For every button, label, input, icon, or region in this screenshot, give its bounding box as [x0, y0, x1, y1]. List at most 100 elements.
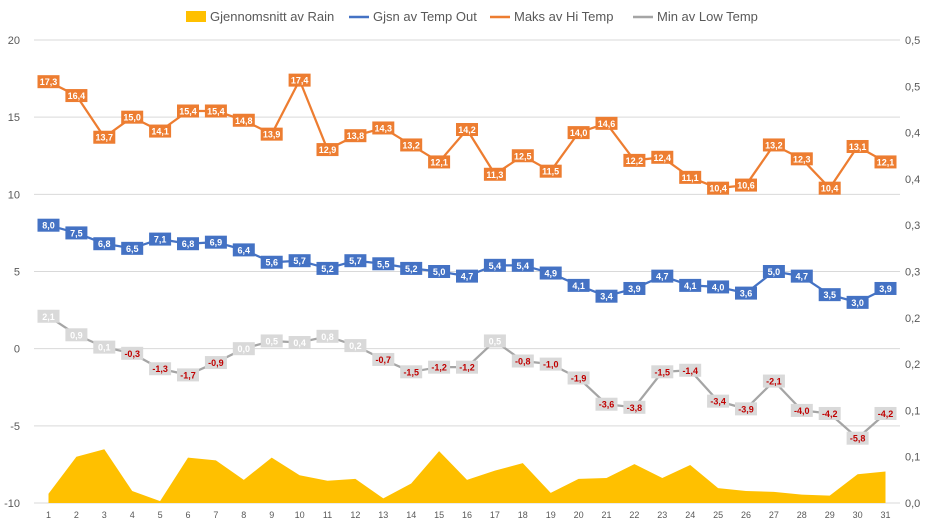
data-label-text: 15,0	[123, 113, 141, 123]
left-axis-tick-label: 20	[8, 35, 20, 47]
x-axis-tick-label: 23	[657, 510, 667, 520]
data-label-box	[428, 155, 451, 169]
legend-label: Gjsn av Temp Out	[373, 9, 477, 24]
data-label-box	[707, 394, 730, 408]
data-label-text: 15,4	[207, 106, 225, 116]
data-label-box	[707, 181, 730, 195]
data-label-box	[65, 328, 88, 342]
data-label-maks-av-hi-temp: 14,8	[232, 113, 255, 127]
data-label-gjsn-av-temp-out: 6,4	[232, 243, 255, 257]
rain-area-layer	[48, 449, 886, 503]
data-label-text: -0,7	[376, 355, 392, 365]
data-label-text: -0,8	[515, 357, 531, 367]
data-label-text: 6,8	[182, 239, 195, 249]
x-axis-tick-label: 29	[825, 510, 835, 520]
data-label-text: -1,9	[571, 373, 587, 383]
data-label-box	[483, 167, 506, 181]
data-label-text: 6,8	[98, 239, 111, 249]
data-label-box	[204, 235, 227, 249]
data-label-maks-av-hi-temp: 17,3	[37, 75, 60, 89]
left-axis-tick-label: 0	[14, 344, 20, 356]
x-axis-tick-label: 13	[378, 510, 388, 520]
data-label-text: 0,2	[349, 341, 362, 351]
data-label-maks-av-hi-temp: 10,6	[735, 178, 757, 192]
data-label-min-av-low-temp: 0,1	[93, 340, 116, 354]
data-label-text: 3,4	[600, 292, 613, 302]
data-label-box	[651, 150, 674, 164]
data-label-text: 13,1	[849, 142, 867, 152]
legend-item: Gjsn av Temp Out	[349, 9, 477, 24]
data-label-box	[846, 431, 869, 445]
data-label-text: 12,4	[654, 153, 672, 163]
data-label-text: 11,1	[682, 173, 699, 183]
data-label-box	[288, 335, 311, 349]
data-label-text: 4,9	[544, 269, 557, 279]
data-label-gjsn-av-temp-out: 3,4	[595, 289, 618, 303]
data-label-text: 0,1	[98, 343, 111, 353]
data-label-box	[623, 400, 646, 414]
data-label-box	[483, 334, 506, 348]
data-label-box	[456, 123, 478, 137]
right-axis-tick-label: 0,5	[905, 35, 920, 47]
data-label-box	[567, 126, 590, 140]
data-label-text: -3,6	[599, 400, 615, 410]
data-label-gjsn-av-temp-out: 4,9	[539, 266, 562, 280]
data-label-text: 12,5	[514, 151, 532, 161]
data-label-text: 6,4	[238, 245, 251, 255]
data-label-text: 14,3	[375, 123, 393, 133]
data-label-text: 13,8	[347, 131, 365, 141]
legend: Gjennomsnitt av Rain Gjsn av Temp Out Maks…	[186, 9, 758, 24]
left-axis-tick-label: 5	[14, 267, 20, 279]
data-label-gjsn-av-temp-out: 3,9	[874, 281, 897, 295]
data-label-maks-av-hi-temp: 17,4	[288, 73, 311, 87]
data-label-box	[372, 121, 395, 135]
data-label-min-av-low-temp: -1,9	[567, 371, 590, 385]
data-label-text: -3,8	[627, 403, 643, 413]
data-label-box	[316, 143, 339, 157]
data-label-maks-av-hi-temp: 13,7	[93, 130, 116, 144]
data-label-maks-av-hi-temp: 12,5	[511, 149, 534, 163]
data-label-maks-av-hi-temp: 12,3	[790, 152, 813, 166]
data-label-min-av-low-temp: -0,7	[372, 352, 395, 366]
x-axis-tick-label: 2	[74, 510, 79, 520]
data-label-text: -1,3	[152, 364, 168, 374]
data-label-box	[762, 138, 785, 152]
data-label-box	[177, 237, 199, 251]
data-label-box	[204, 356, 227, 370]
data-label-maks-av-hi-temp: 10,4	[818, 181, 841, 195]
legend-swatch	[186, 11, 206, 22]
left-axis-tick-label: 15	[8, 112, 20, 124]
data-label-gjsn-av-temp-out: 5,0	[762, 265, 785, 278]
data-label-maks-av-hi-temp: 15,4	[177, 104, 199, 118]
data-label-text: 10,4	[709, 184, 727, 194]
data-label-box	[149, 362, 172, 376]
data-label-box	[428, 360, 451, 374]
x-axis-tick-label: 22	[629, 510, 639, 520]
data-label-gjsn-av-temp-out: 5,7	[344, 254, 367, 268]
data-label-box	[846, 295, 869, 309]
data-label-maks-av-hi-temp: 13,2	[762, 138, 785, 152]
data-label-min-av-low-temp: -3,9	[735, 402, 757, 416]
data-label-gjsn-av-temp-out: 4,1	[567, 278, 590, 292]
data-label-text: 12,2	[626, 156, 644, 166]
data-label-gjsn-av-temp-out: 4,7	[456, 269, 478, 283]
data-label-box	[539, 266, 562, 280]
data-label-min-av-low-temp: -3,8	[623, 400, 646, 414]
x-axis-tick-label: 25	[713, 510, 723, 520]
data-label-maks-av-hi-temp: 13,1	[846, 139, 869, 153]
data-label-text: -0,9	[208, 358, 224, 368]
right-y-axis: 0,5 0,5 0,4 0,4 0,3 0,3 0,2 0,2 0,1 0,1 0,0	[905, 35, 920, 510]
data-label-box	[65, 89, 88, 103]
legend-label: Min av Low Temp	[657, 9, 758, 24]
data-label-text: 5,4	[489, 261, 502, 271]
data-label-box	[260, 255, 283, 269]
data-label-maks-av-hi-temp: 15,0	[121, 110, 144, 124]
data-label-text: 2,1	[42, 312, 55, 322]
data-label-min-av-low-temp: -0,8	[511, 354, 534, 368]
data-label-text: 17,3	[40, 77, 58, 87]
data-label-text: -1,4	[682, 366, 698, 376]
data-label-text: 13,2	[765, 140, 783, 150]
data-label-maks-av-hi-temp: 16,4	[65, 89, 88, 103]
data-label-text: 12,1	[877, 157, 895, 167]
data-label-box	[93, 237, 116, 251]
